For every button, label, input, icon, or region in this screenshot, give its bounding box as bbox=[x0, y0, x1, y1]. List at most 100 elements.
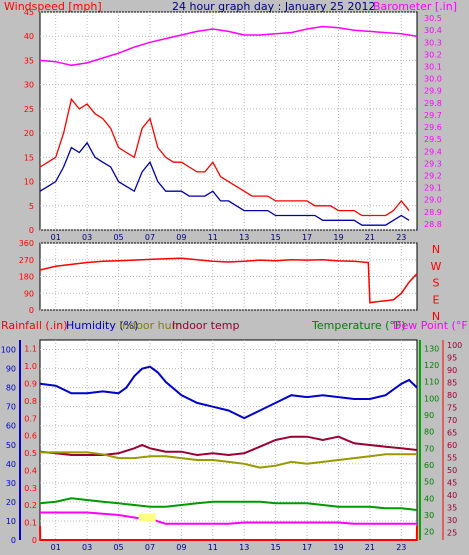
barometer-tick-label: 30.0 bbox=[424, 75, 442, 84]
direction-panel-grid bbox=[40, 242, 417, 311]
rain-tick-label: 0.2 bbox=[24, 501, 37, 510]
humidity-tick-label: 100 bbox=[1, 346, 16, 355]
dew-point-tick-label: 90 bbox=[447, 366, 457, 375]
barometer-axis-title: Barometer [.in] bbox=[373, 0, 457, 13]
temperature-tick-label: 120 bbox=[424, 361, 439, 370]
wind-tick-label: 0 bbox=[29, 226, 34, 235]
dew-point-tick-label: 70 bbox=[447, 416, 457, 425]
humidity-tick-label: 10 bbox=[6, 517, 16, 526]
direction-tick-label: 180 bbox=[19, 273, 34, 282]
climate-panel-plot bbox=[39, 339, 418, 541]
series-windspeed bbox=[39, 97, 410, 217]
wind-tick-label: 15 bbox=[24, 153, 34, 162]
hour-tick-label: 17 bbox=[302, 233, 312, 242]
axis-tick-labels: 05101520253035404528.828.929.029.129.229… bbox=[1, 8, 463, 552]
rain-tick-label: 0.6 bbox=[24, 432, 37, 441]
wind-tick-label: 20 bbox=[24, 129, 34, 138]
direction-panel-plot bbox=[39, 242, 418, 311]
wind-tick-label: 5 bbox=[29, 202, 34, 211]
hour-tick-label: 09 bbox=[176, 543, 186, 552]
temperature-tick-label: 130 bbox=[424, 344, 439, 353]
rain-tick-label: 0.9 bbox=[24, 379, 37, 388]
temperature-tick-label: 40 bbox=[424, 494, 434, 503]
barometer-tick-label: 28.8 bbox=[424, 220, 442, 229]
barometer-tick-label: 29.7 bbox=[424, 111, 442, 120]
legend-rainfall: Rainfall (.in) bbox=[1, 319, 68, 332]
dew-point-tick-label: 60 bbox=[447, 441, 457, 450]
humidity-tick-label: 20 bbox=[6, 498, 16, 507]
hour-tick-label: 01 bbox=[51, 543, 61, 552]
rain-tick-label: 0.5 bbox=[24, 449, 37, 458]
temperature-tick-label: 50 bbox=[424, 478, 434, 487]
humidity-tick-label: 40 bbox=[6, 460, 16, 469]
hour-tick-label: 15 bbox=[271, 543, 281, 552]
hour-tick-label: 03 bbox=[82, 233, 92, 242]
barometer-tick-label: 30.5 bbox=[424, 14, 442, 23]
barometer-tick-label: 29.6 bbox=[424, 123, 442, 132]
hour-tick-label: 01 bbox=[51, 233, 61, 242]
compass-label: E bbox=[433, 293, 440, 306]
wind-tick-label: 25 bbox=[24, 105, 34, 114]
rain-tick-label: 0.4 bbox=[24, 466, 37, 475]
compass-label: N bbox=[432, 243, 440, 256]
humidity-tick-label: 70 bbox=[6, 403, 16, 412]
series-dew-point bbox=[40, 511, 417, 525]
wind-tick-label: 30 bbox=[24, 81, 34, 90]
hour-tick-label: 15 bbox=[271, 233, 281, 242]
direction-panel-series bbox=[39, 257, 418, 304]
barometer-tick-label: 29.0 bbox=[424, 196, 442, 205]
dew-point-tick-label: 100 bbox=[447, 341, 462, 350]
hour-tick-label: 23 bbox=[396, 543, 406, 552]
dew-point-tick-label: 50 bbox=[447, 466, 457, 475]
temperature-tick-label: 30 bbox=[424, 511, 434, 520]
series-temperature bbox=[39, 497, 418, 511]
hour-tick-label: 23 bbox=[396, 233, 406, 242]
temperature-tick-label: 60 bbox=[424, 461, 434, 470]
hour-tick-label: 07 bbox=[145, 543, 155, 552]
dew-point-tick-label: 45 bbox=[447, 479, 457, 488]
barometer-tick-label: 29.9 bbox=[424, 87, 442, 96]
dew-point-tick-label: 35 bbox=[447, 504, 457, 513]
series-indoor-temp bbox=[39, 435, 418, 457]
series-rainfall bbox=[39, 526, 418, 541]
temperature-tick-label: 20 bbox=[424, 528, 434, 537]
series-wind-direction bbox=[39, 257, 418, 304]
dew-point-tick-label: 40 bbox=[447, 491, 457, 500]
dew-point-tick-label: 95 bbox=[447, 354, 457, 363]
humidity-tick-label: 50 bbox=[6, 441, 16, 450]
hour-tick-label: 05 bbox=[113, 543, 123, 552]
barometer-tick-label: 29.3 bbox=[424, 159, 442, 168]
barometer-tick-label: 30.4 bbox=[424, 26, 442, 35]
compass-label: S bbox=[433, 277, 440, 290]
rain-tick-label: 0.1 bbox=[24, 519, 37, 528]
hour-tick-label: 13 bbox=[239, 233, 249, 242]
barometer-tick-label: 30.3 bbox=[424, 38, 442, 47]
hour-tick-label: 21 bbox=[365, 543, 375, 552]
humidity-tick-label: 30 bbox=[6, 479, 16, 488]
compass-label: W bbox=[431, 260, 442, 273]
climate-panel-series bbox=[39, 365, 418, 541]
barometer-tick-label: 29.2 bbox=[424, 172, 442, 181]
series-indoor-hum bbox=[40, 451, 417, 469]
hour-tick-label: 11 bbox=[208, 233, 218, 242]
hour-tick-label: 11 bbox=[208, 543, 218, 552]
direction-tick-label: 270 bbox=[19, 256, 34, 265]
hour-tick-label: 19 bbox=[333, 543, 343, 552]
hour-tick-label: 09 bbox=[176, 233, 186, 242]
temperature-tick-label: 70 bbox=[424, 444, 434, 453]
barometer-tick-label: 30.2 bbox=[424, 50, 442, 59]
barometer-tick-label: 29.5 bbox=[424, 135, 442, 144]
humidity-tick-label: 0 bbox=[11, 536, 16, 545]
wind-tick-label: 35 bbox=[24, 56, 34, 65]
legend-indoor-temp: Indoor temp bbox=[172, 319, 239, 332]
direction-tick-label: 90 bbox=[24, 289, 34, 298]
dew-point-tick-label: 65 bbox=[447, 429, 457, 438]
wind-panel-grid bbox=[40, 11, 417, 231]
dew-point-tick-label: 80 bbox=[447, 391, 457, 400]
humidity-tick-label: 90 bbox=[6, 365, 16, 374]
hour-tick-label: 03 bbox=[82, 543, 92, 552]
wind-tick-label: 40 bbox=[24, 32, 34, 41]
hour-tick-label: 07 bbox=[145, 233, 155, 242]
dew-point-tick-label: 85 bbox=[447, 379, 457, 388]
